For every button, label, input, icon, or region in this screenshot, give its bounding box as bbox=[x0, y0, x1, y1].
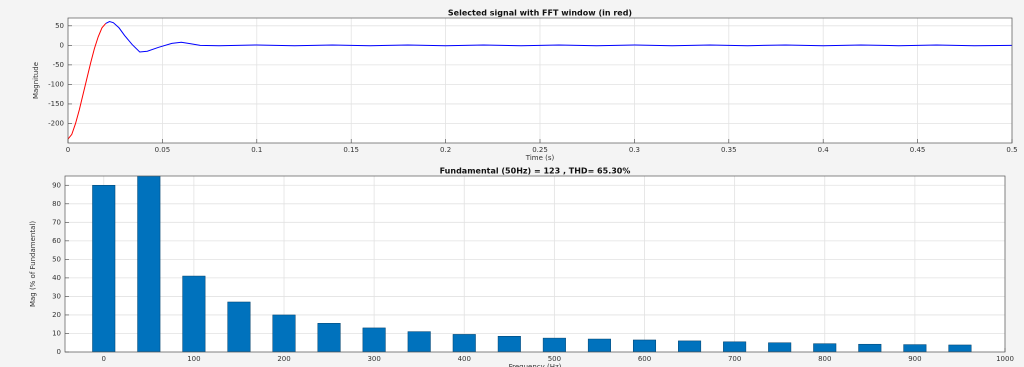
bar bbox=[452, 334, 476, 352]
y-tick-label: 20 bbox=[52, 311, 61, 319]
x-tick-label: 700 bbox=[728, 355, 741, 363]
bar bbox=[362, 327, 386, 352]
y-tick-label: -100 bbox=[48, 80, 64, 88]
bar bbox=[632, 339, 657, 352]
x-tick-label: 0 bbox=[66, 146, 70, 154]
bar bbox=[272, 314, 296, 352]
marks bbox=[92, 176, 972, 352]
y-tick-label: 0 bbox=[57, 348, 61, 356]
bar bbox=[182, 275, 206, 352]
x-tick-label: 0.4 bbox=[818, 146, 830, 154]
x-tick-label: 100 bbox=[187, 355, 200, 363]
bar bbox=[948, 344, 972, 352]
bar bbox=[858, 343, 882, 352]
x-tick-label: 900 bbox=[908, 355, 921, 363]
bar bbox=[407, 331, 431, 352]
axes-box bbox=[67, 17, 1013, 144]
bar bbox=[227, 301, 251, 352]
chart-title: Selected signal with FFT window (in red) bbox=[448, 9, 632, 18]
y-tick-label: -200 bbox=[48, 119, 64, 127]
x-tick-label: 300 bbox=[367, 355, 380, 363]
plot-area bbox=[65, 176, 1005, 352]
bar bbox=[768, 342, 792, 352]
axes-box bbox=[64, 175, 1006, 353]
bar bbox=[317, 323, 341, 352]
x-tick-label: 0.5 bbox=[1006, 146, 1017, 154]
y-tick-label: 50 bbox=[55, 22, 64, 30]
y-tick-label: 90 bbox=[52, 181, 61, 189]
y-tick-label: 10 bbox=[52, 329, 61, 337]
bar bbox=[497, 336, 521, 352]
bar bbox=[723, 341, 747, 352]
x-axis-label: Time (s) bbox=[525, 154, 555, 162]
y-tick-label: 40 bbox=[52, 274, 61, 282]
marks bbox=[68, 20, 1012, 140]
x-tick-label: 1000 bbox=[996, 355, 1014, 363]
y-tick-label: 0 bbox=[60, 41, 64, 49]
y-axis-label: Mag (% of Fundamental) bbox=[29, 221, 37, 307]
signal-line bbox=[68, 23, 107, 140]
bar bbox=[542, 337, 566, 352]
x-tick-label: 0 bbox=[102, 355, 106, 363]
y-tick-label: 30 bbox=[52, 292, 61, 300]
x-tick-label: 0.15 bbox=[343, 146, 359, 154]
y-tick-label: -50 bbox=[53, 61, 64, 69]
x-tick-label: 500 bbox=[548, 355, 561, 363]
x-tick-label: 0.2 bbox=[440, 146, 451, 154]
x-tick-label: 0.3 bbox=[629, 146, 640, 154]
bar bbox=[813, 343, 837, 352]
y-tick-label: -150 bbox=[48, 100, 64, 108]
bar bbox=[92, 185, 116, 352]
chart-title: Fundamental (50Hz) = 123 , THD= 65.30% bbox=[440, 167, 631, 176]
x-tick-label: 600 bbox=[638, 355, 651, 363]
x-tick-label: 200 bbox=[277, 355, 290, 363]
y-tick-label: 50 bbox=[52, 255, 61, 263]
x-tick-label: 0.25 bbox=[532, 146, 548, 154]
bar bbox=[137, 176, 161, 352]
signal-line bbox=[105, 20, 1012, 53]
x-tick-label: 0.35 bbox=[721, 146, 737, 154]
x-axis-label: Frequency (Hz) bbox=[509, 363, 562, 367]
x-tick-label: 800 bbox=[818, 355, 831, 363]
x-tick-label: 0.45 bbox=[910, 146, 926, 154]
y-axis-label: Magnitude bbox=[32, 62, 40, 99]
x-tick-label: 0.05 bbox=[155, 146, 171, 154]
y-tick-label: 70 bbox=[52, 218, 61, 226]
y-tick-label: 60 bbox=[52, 237, 61, 245]
bar bbox=[587, 338, 611, 352]
bar bbox=[903, 344, 927, 352]
y-tick-label: 80 bbox=[52, 200, 61, 208]
x-tick-label: 400 bbox=[458, 355, 471, 363]
bar bbox=[678, 340, 702, 352]
x-tick-label: 0.1 bbox=[251, 146, 262, 154]
